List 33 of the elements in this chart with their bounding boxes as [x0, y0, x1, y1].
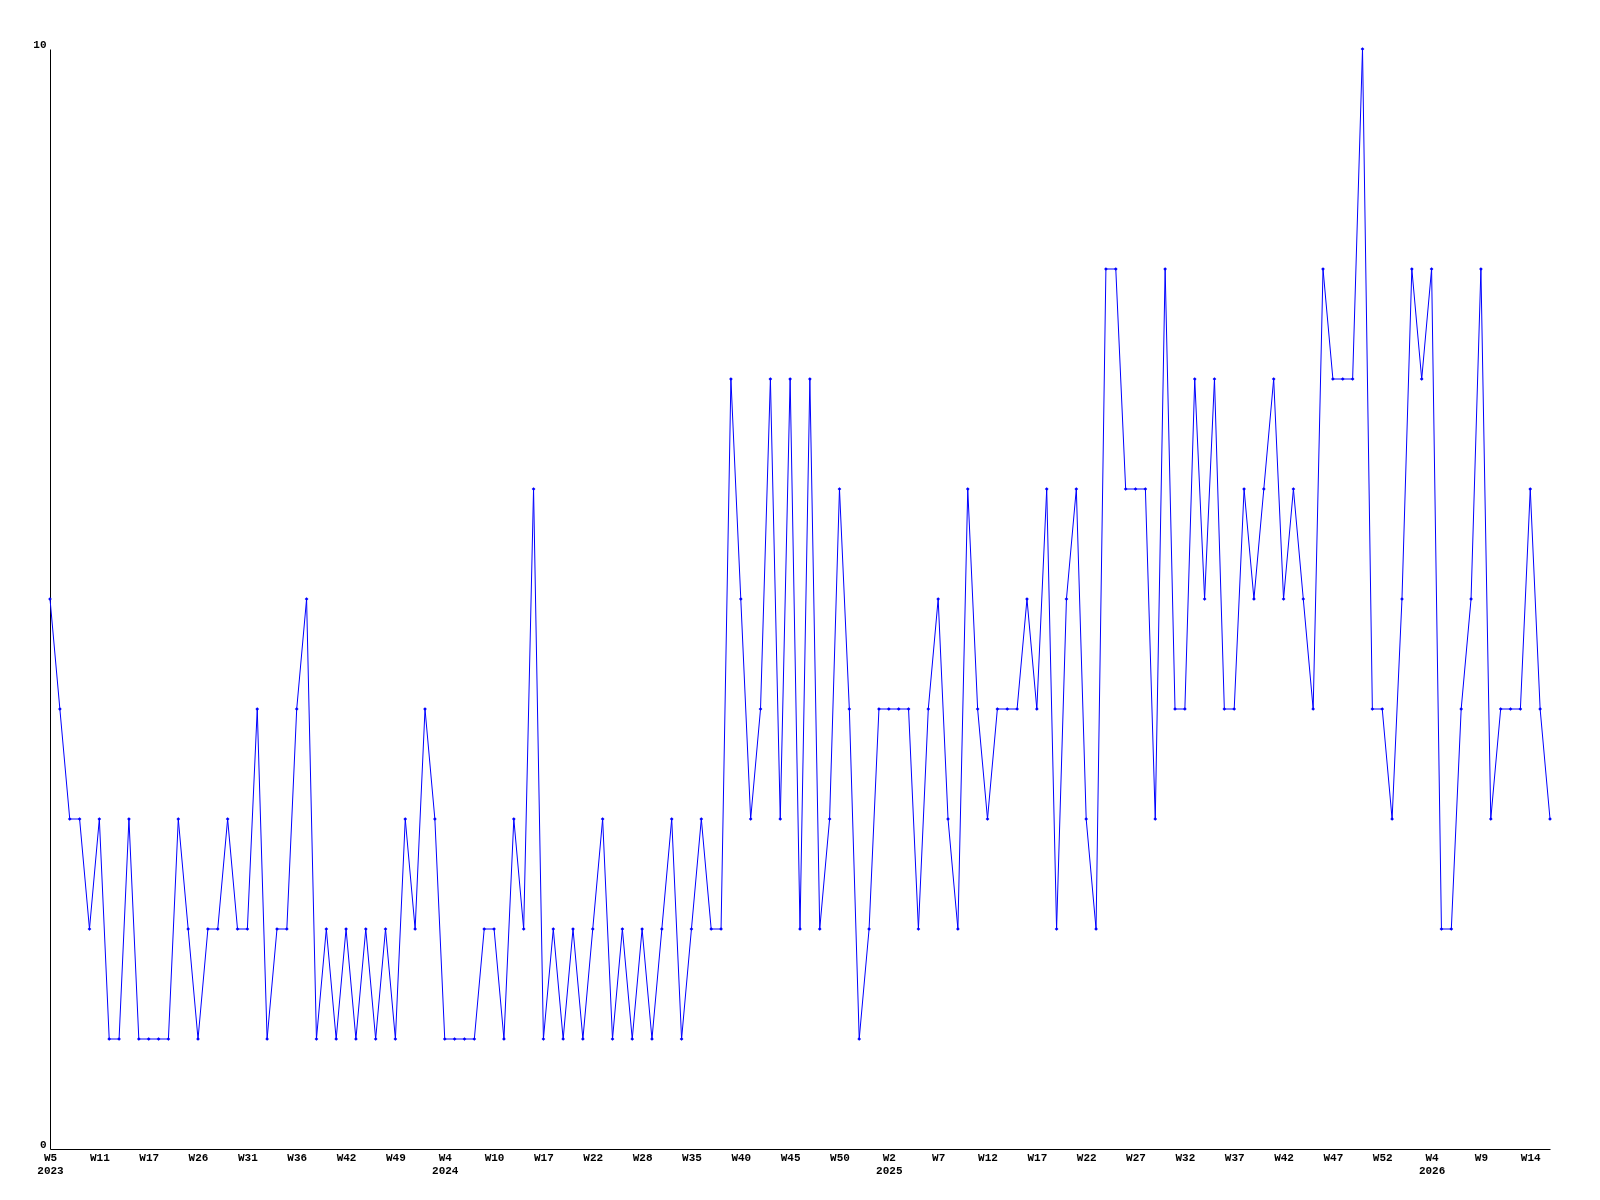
- x-tick-label: W5 2023: [37, 1151, 65, 1177]
- x-tick-label: W12: [978, 1151, 998, 1164]
- y-tick-label: 0: [39, 1138, 47, 1151]
- x-tick-label: W50: [830, 1151, 850, 1164]
- x-tick-label: W36: [287, 1151, 308, 1164]
- x-tick-label: W22: [583, 1151, 604, 1164]
- x-tick-label: W52: [1372, 1151, 1393, 1164]
- x-tick-label: W17: [534, 1151, 554, 1164]
- x-tick-label: W40: [731, 1151, 752, 1164]
- x-tick-label: W10: [484, 1151, 505, 1164]
- x-tick-label: W14: [1520, 1151, 1542, 1164]
- x-tick-label: W26: [188, 1151, 209, 1164]
- x-tick-label: W27: [1126, 1151, 1146, 1164]
- x-tick-label: W4 2026: [1418, 1151, 1446, 1177]
- x-tick-label: W42: [336, 1151, 357, 1164]
- x-tick-label: W47: [1323, 1151, 1344, 1164]
- x-tick-label: W37: [1224, 1151, 1245, 1164]
- x-tick-label: W35: [682, 1151, 703, 1164]
- x-tick-label: W42: [1274, 1151, 1294, 1164]
- x-tick-label: W9: [1474, 1151, 1489, 1164]
- x-tick-label: W4 2024: [432, 1151, 459, 1177]
- x-tick-label: W22: [1076, 1151, 1097, 1164]
- x-tick-label: W11: [89, 1151, 111, 1164]
- x-tick-label: W45: [780, 1151, 801, 1164]
- x-tick-label: W17: [1027, 1151, 1048, 1164]
- x-tick-label: W17: [139, 1151, 160, 1164]
- x-tick-label: W49: [385, 1151, 406, 1164]
- x-tick-label: W31: [237, 1151, 259, 1164]
- x-tick-label: W2 2025: [876, 1151, 903, 1177]
- x-tick-label: W32: [1175, 1151, 1196, 1164]
- x-tick-label: W7: [932, 1151, 946, 1164]
- x-tick-label: W28: [632, 1151, 653, 1164]
- y-tick-label: 10: [33, 38, 47, 51]
